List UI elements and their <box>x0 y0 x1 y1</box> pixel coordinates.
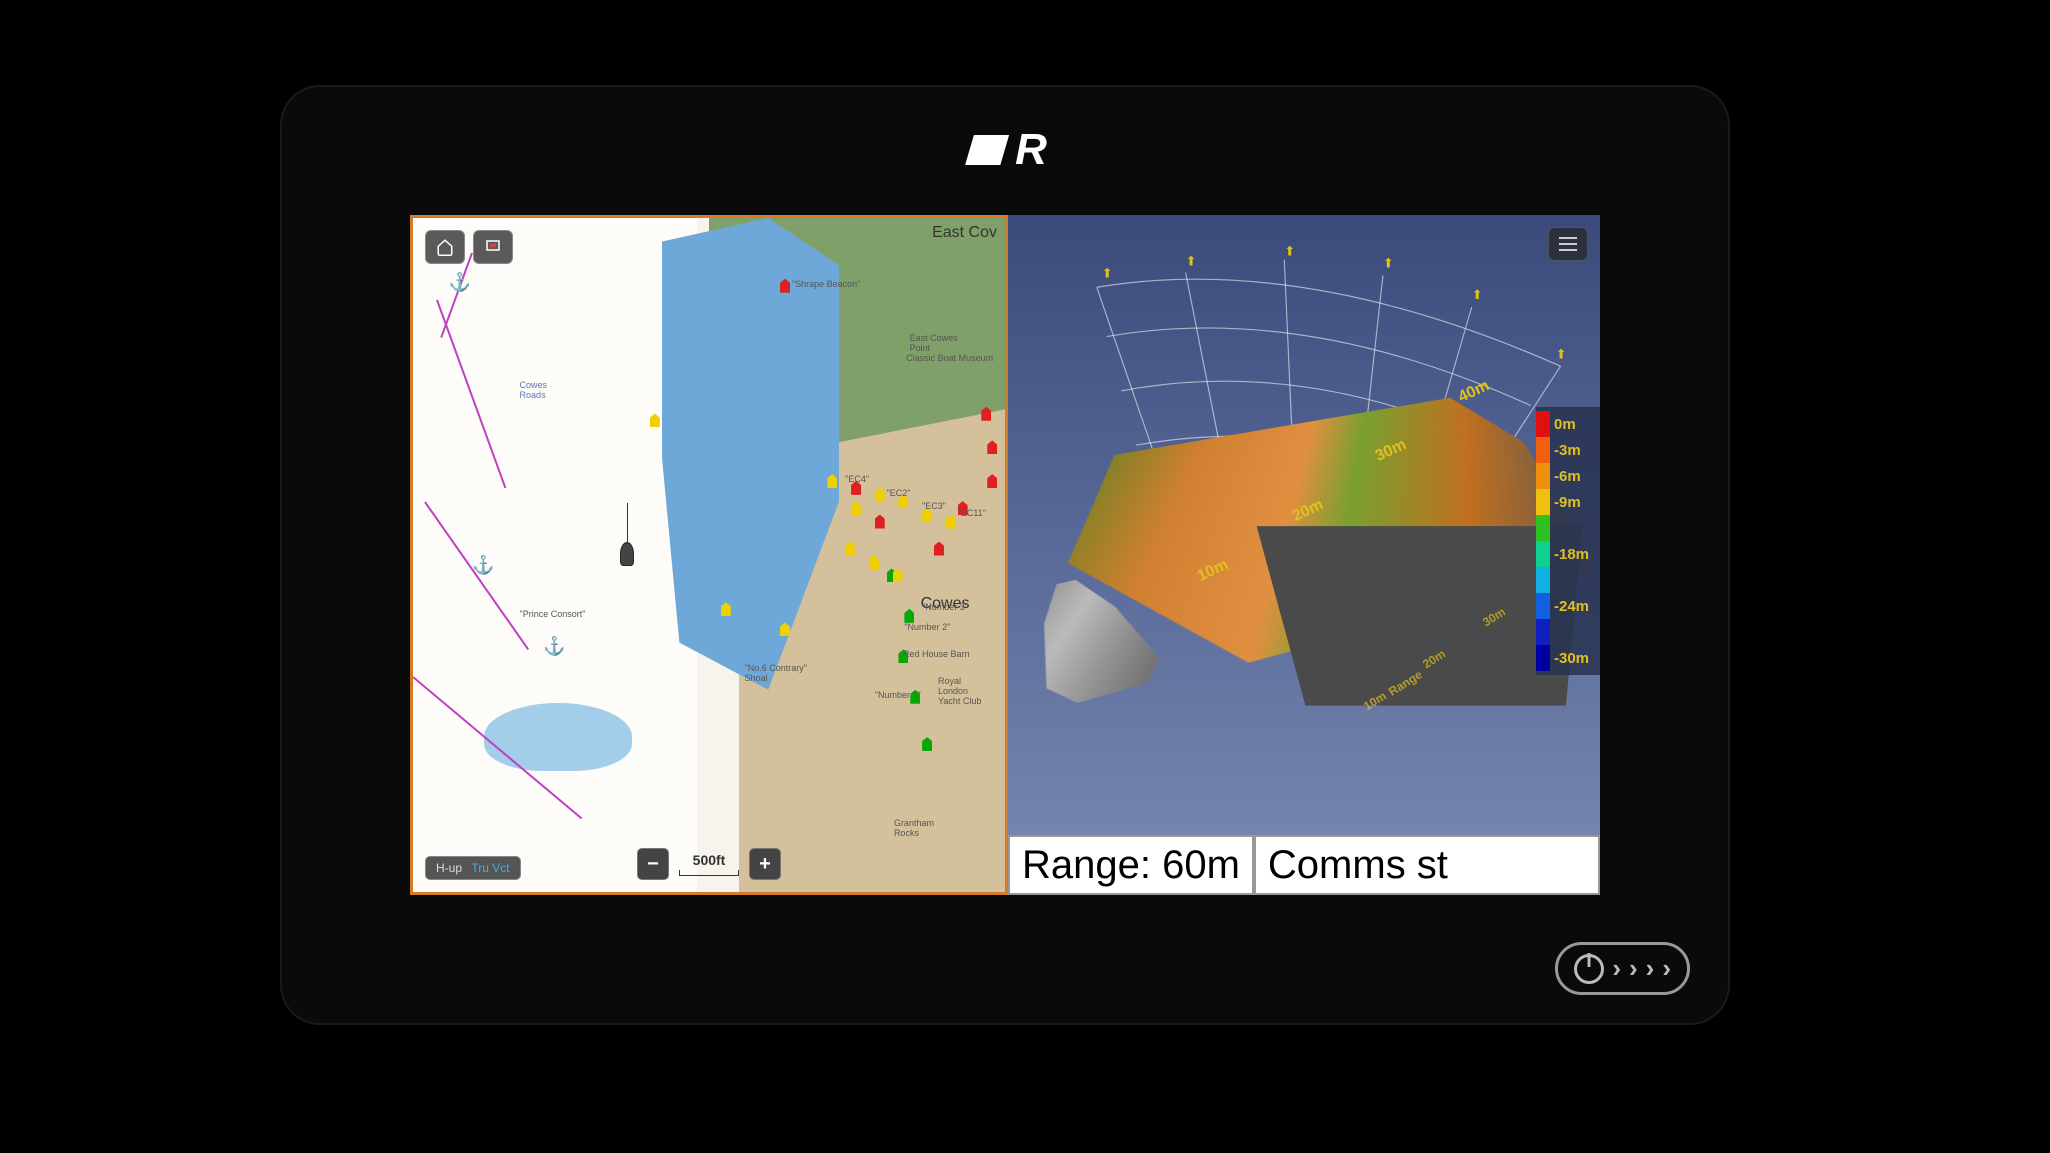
label-ec2: "EC2" <box>887 488 911 498</box>
legend-label: -9m <box>1550 494 1594 511</box>
label-classic-boat: Classic Boat Museum <box>906 353 993 363</box>
legend-swatch <box>1536 411 1550 437</box>
sonar-3d-pane[interactable]: ⬆⬆⬆ ⬆⬆⬆ 10m20m30m40m 10m20m30mRange <box>1008 215 1600 895</box>
swipe-chevron-icon: › <box>1646 953 1655 984</box>
label-num2: "Number 2" <box>904 622 950 632</box>
label-shrape: "Shrape Beacon" <box>792 279 860 289</box>
orientation-sub: Tru Vct <box>471 861 509 875</box>
chart-pane[interactable]: ⚓⚓⚓ East Cov Cowes Cowes Roads "Prince C… <box>410 215 1008 895</box>
swipe-chevron-icon: › <box>1629 953 1638 984</box>
legend-row: -24m <box>1536 593 1594 619</box>
svg-text:⬆: ⬆ <box>1556 346 1567 361</box>
range-readout: Range: 60m <box>1008 835 1254 895</box>
legend-swatch <box>1536 463 1550 489</box>
svg-text:⬆: ⬆ <box>1472 287 1483 302</box>
legend-row <box>1536 515 1594 541</box>
display-screen: ⚓⚓⚓ East Cov Cowes Cowes Roads "Prince C… <box>410 215 1600 895</box>
label-num1: "Number 1" <box>875 690 921 700</box>
comms-readout: Comms st <box>1254 835 1600 895</box>
legend-row: -6m <box>1536 463 1594 489</box>
home-button[interactable] <box>425 230 465 264</box>
scale-bar-icon <box>679 870 739 876</box>
label-east-cowes: East Cov <box>932 224 997 242</box>
label-grantham: Grantham Rocks <box>894 818 934 838</box>
legend-row: -3m <box>1536 437 1594 463</box>
legend-label: -18m <box>1550 546 1594 563</box>
label-ec3: "EC3" <box>922 501 946 511</box>
legend-label: -24m <box>1550 598 1594 615</box>
legend-label: -30m <box>1550 650 1594 667</box>
legend-row: -9m <box>1536 489 1594 515</box>
chart-deep-water <box>413 218 697 892</box>
brand-logo: R <box>965 125 1045 175</box>
own-vessel-icon <box>620 542 634 566</box>
legend-row: -30m <box>1536 645 1594 671</box>
zoom-in-button[interactable]: + <box>749 848 781 880</box>
legend-swatch <box>1536 593 1550 619</box>
label-cowes-roads: Cowes Roads <box>520 380 548 400</box>
brand-flag-icon <box>965 135 1009 165</box>
label-ec4: "EC4" <box>845 474 869 484</box>
power-button[interactable] <box>1574 954 1604 984</box>
depth-color-legend: 0m -3m -6m -9m -18m -24m -30m <box>1536 407 1600 675</box>
hardware-controls: › › › › <box>1555 942 1690 995</box>
hamburger-icon <box>1559 237 1577 239</box>
sonar-menu-button[interactable] <box>1548 227 1588 261</box>
legend-label: -6m <box>1550 468 1594 485</box>
legend-row: 0m <box>1536 411 1594 437</box>
orientation-mode: H-up <box>436 861 462 875</box>
zoom-controls: − 500ft + <box>637 848 781 880</box>
label-red-house: Red House Barn <box>903 649 970 659</box>
legend-swatch <box>1536 437 1550 463</box>
legend-swatch <box>1536 645 1550 671</box>
sonar-3d-view: ⬆⬆⬆ ⬆⬆⬆ 10m20m30m40m 10m20m30mRange <box>1008 215 1600 813</box>
label-num3: "Number 3" <box>922 602 968 612</box>
legend-row <box>1536 619 1594 645</box>
legend-swatch <box>1536 515 1550 541</box>
svg-text:⬆: ⬆ <box>1284 244 1295 259</box>
legend-row <box>1536 567 1594 593</box>
legend-swatch <box>1536 541 1550 567</box>
label-ec11: "EC11" <box>958 508 986 518</box>
label-contrary: "No.6 Contrary" Shoal <box>745 663 807 683</box>
scale-label: 500ft <box>679 852 739 868</box>
brand-letter: R <box>1015 125 1045 175</box>
label-prince-consort: "Prince Consort" <box>520 609 586 619</box>
legend-swatch <box>1536 489 1550 515</box>
legend-swatch <box>1536 567 1550 593</box>
anchor-icon: ⚓ <box>449 272 471 293</box>
legend-row: -18m <box>1536 541 1594 567</box>
chart-toolbar <box>425 230 513 264</box>
legend-label: -3m <box>1550 442 1594 459</box>
svg-text:⬆: ⬆ <box>1383 256 1394 271</box>
swipe-chevron-icon: › <box>1662 953 1671 984</box>
anchor-icon: ⚓ <box>543 636 565 657</box>
legend-swatch <box>1536 619 1550 645</box>
orientation-indicator[interactable]: H-up Tru Vct <box>425 856 521 880</box>
waypoint-button[interactable] <box>473 230 513 264</box>
svg-text:⬆: ⬆ <box>1102 265 1113 280</box>
label-ec-point: East Cowes Point <box>910 333 958 353</box>
anchor-icon: ⚓ <box>472 555 494 576</box>
swipe-chevron-icon: › <box>1612 953 1621 984</box>
legend-label: 0m <box>1550 416 1594 433</box>
svg-text:⬆: ⬆ <box>1186 254 1197 269</box>
zoom-out-button[interactable]: − <box>637 848 669 880</box>
marine-mfd-device: R ⚓⚓⚓ East Cov Cowes Cowes Roads <box>280 85 1730 1025</box>
scale-indicator: 500ft <box>673 852 745 876</box>
label-royal-yacht: Royal London Yacht Club <box>938 676 981 706</box>
sonar-status-bar: Range: 60m Comms st <box>1008 835 1600 895</box>
chart-bay <box>484 703 632 770</box>
vessel-3d-icon <box>1032 556 1142 706</box>
